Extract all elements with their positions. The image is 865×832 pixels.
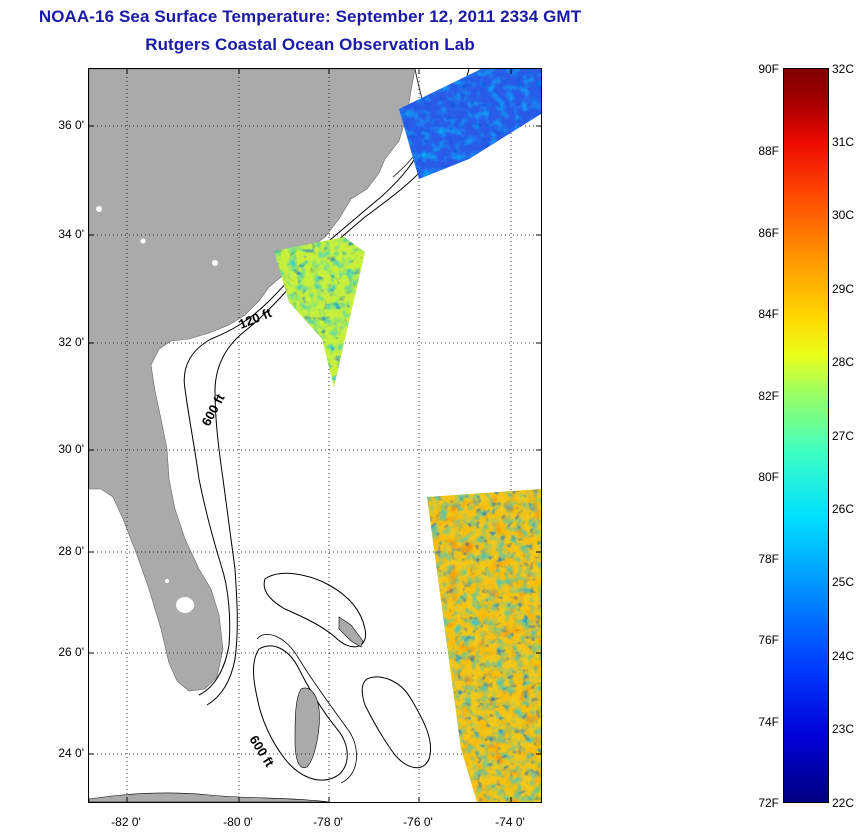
colorbar-label-c: 29C — [832, 282, 855, 296]
inland-lake — [96, 206, 102, 212]
lat-tick-label: 32 0' — [58, 335, 84, 349]
contour-bahamas — [256, 634, 357, 784]
colorbar-label-c: 25C — [832, 575, 855, 589]
inland-lake — [165, 579, 169, 583]
contour-120ft — [183, 128, 430, 696]
lake-okeechobee — [176, 597, 194, 613]
colorbar-label-c: 23C — [832, 722, 855, 736]
colorbar-label-c: 26C — [832, 502, 855, 516]
lat-tick-label: 36 0' — [58, 118, 84, 132]
colorbar-label-f: 78F — [758, 552, 779, 566]
colorbar-label-c: 22C — [832, 796, 855, 810]
colorbar-label-f: 80F — [758, 470, 779, 484]
colorbar-label-f: 82F — [758, 389, 779, 403]
colorbar-label-f: 72F — [758, 796, 779, 810]
colorbar-label-f: 76F — [758, 633, 779, 647]
sst-map-panel: 120 ft 600 ft 600 ft — [88, 68, 542, 803]
colorbar-label-f: 86F — [758, 226, 779, 240]
sst-map-svg: 120 ft 600 ft 600 ft — [89, 69, 541, 802]
colorbar-label-c: 31C — [832, 135, 855, 149]
map-title: NOAA-16 Sea Surface Temperature: Septemb… — [38, 7, 582, 26]
colorbar-label-c: 27C — [832, 429, 855, 443]
colorbar-label-f: 90F — [758, 62, 779, 76]
lat-tick-label: 28 0' — [58, 544, 84, 558]
lon-tick-label: -74 0' — [495, 815, 525, 829]
cuba-coast — [89, 792, 330, 802]
eleuthera-island — [338, 616, 364, 648]
contour-600ft — [206, 69, 470, 706]
colorbar-label-c: 32C — [832, 62, 855, 76]
sst-swath-southeast — [427, 489, 541, 802]
map-subtitle: Rutgers Coastal Ocean Observation Lab — [145, 35, 475, 54]
colorbar-label-c: 30C — [832, 208, 855, 222]
lat-tick-label: 26 0' — [58, 645, 84, 659]
lat-tick-label: 24 0' — [58, 746, 84, 760]
inland-lake — [212, 260, 218, 266]
lon-tick-label: -78 0' — [313, 815, 343, 829]
land-mass-southeast-us — [89, 69, 416, 692]
lon-tick-label: -82 0' — [111, 815, 141, 829]
lat-tick-label: 34 0' — [58, 227, 84, 241]
andros-island — [294, 687, 320, 769]
colorbar-label-f: 84F — [758, 307, 779, 321]
lon-tick-label: -76 0' — [403, 815, 433, 829]
temperature-colorbar — [783, 68, 829, 803]
inland-lake — [140, 238, 146, 244]
colorbar-label-c: 28C — [832, 355, 855, 369]
colorbar-label-f: 88F — [758, 144, 779, 158]
colorbar-label-c: 24C — [832, 649, 855, 663]
bahamas-bank-east — [361, 676, 432, 769]
lat-tick-label: 30 0' — [58, 442, 84, 456]
colorbar-label-f: 74F — [758, 715, 779, 729]
frame-ticks — [89, 69, 541, 802]
lon-tick-label: -80 0' — [223, 815, 253, 829]
